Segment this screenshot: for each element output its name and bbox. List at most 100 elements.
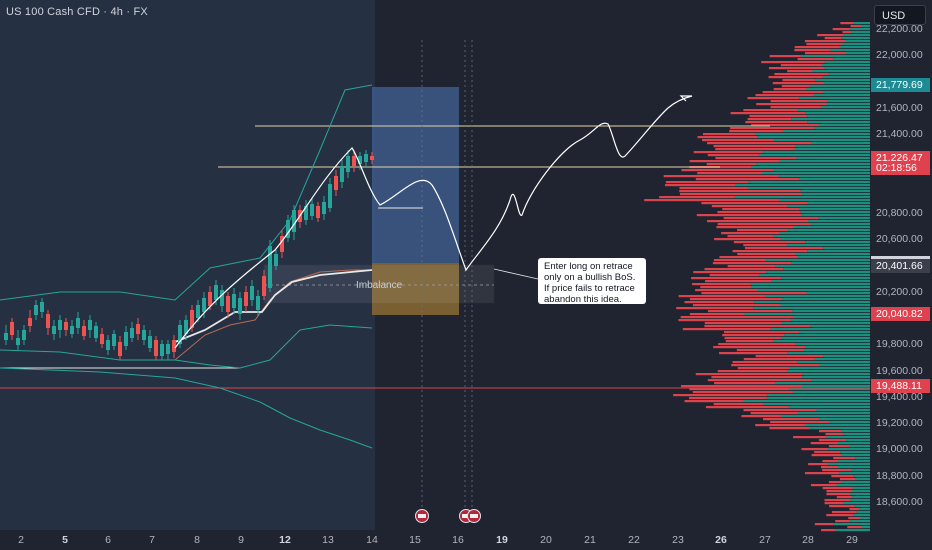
bollinger-upper-band — [0, 84, 373, 301]
time-axis-label: 8 — [194, 534, 200, 546]
volume-profile-bar-sell — [713, 403, 764, 406]
candle-up — [346, 156, 350, 172]
candle-up — [358, 156, 362, 164]
price-axis-label: 19,800.00 — [876, 338, 923, 351]
volume-profile-bar-sell — [768, 76, 823, 79]
volume-profile-bar-buy — [800, 55, 870, 58]
volume-profile-bar-sell — [842, 31, 852, 34]
volume-profile-bar-sell — [773, 88, 807, 91]
volume-profile-bar-buy — [747, 187, 870, 190]
volume-profile-bar-sell — [673, 394, 768, 397]
volume-profile-bar-buy — [855, 478, 870, 481]
volume-profile-bar-buy — [807, 121, 870, 124]
volume-profile-bar-buy — [748, 181, 870, 184]
volume-profile-bar-sell — [732, 361, 798, 364]
volume-profile-bar-buy — [846, 439, 870, 442]
volume-profile-bar-sell — [678, 319, 792, 322]
volume-profile-bar-sell — [769, 55, 801, 58]
volume-profile-bar-sell — [822, 487, 853, 490]
volume-profile-bar-buy — [837, 442, 870, 445]
volume-profile-bar-sell — [727, 265, 776, 268]
volume-profile-bar-buy — [850, 28, 870, 31]
volume-profile-bar-sell — [721, 232, 780, 235]
volume-profile-bar-sell — [762, 418, 820, 421]
volume-profile-bar-buy — [805, 346, 870, 349]
volume-profile-bar-sell — [794, 46, 840, 49]
volume-profile-bar-buy — [839, 46, 870, 49]
volume-profile-bar-buy — [851, 469, 870, 472]
volume-profile-bar-buy — [850, 499, 870, 502]
candle-up — [304, 206, 308, 220]
volume-profile-bar-sell — [729, 130, 783, 133]
candle-up — [70, 326, 74, 334]
price-axis-label: 18,600.00 — [876, 496, 923, 508]
currency-button[interactable]: USD — [874, 5, 926, 25]
volume-profile-bar-buy — [849, 445, 870, 448]
volume-profile-bar-sell — [732, 250, 808, 253]
volume-profile-bar-buy — [851, 31, 870, 34]
candle-up — [76, 318, 80, 328]
volume-profile-bar-sell — [725, 340, 774, 343]
price-axis-label: 20,600.00 — [876, 233, 923, 246]
candle-up — [142, 330, 146, 340]
volume-profile-bar-buy — [801, 214, 870, 217]
volume-profile-bar-buy — [786, 244, 870, 247]
volume-profile-bar-sell — [712, 262, 792, 265]
time-axis-label: 7 — [149, 534, 155, 546]
volume-profile-bar-buy — [833, 523, 870, 526]
volume-profile-bar-buy — [787, 205, 870, 208]
volume-profile-bar-buy — [802, 376, 870, 379]
volume-profile-bar-sell — [682, 328, 771, 331]
volume-profile-bar-sell — [680, 193, 803, 196]
candle-up — [106, 340, 110, 350]
volume-profile-bar-sell — [695, 289, 759, 292]
volume-profile-bar-sell — [829, 505, 855, 508]
volume-profile-bar-buy — [810, 85, 870, 88]
volume-profile-bar-buy — [759, 274, 870, 277]
candle-up — [166, 344, 170, 354]
volume-profile-bar-sell — [832, 28, 851, 31]
volume-profile-bar-buy — [773, 235, 870, 238]
candle-up — [88, 320, 92, 330]
volume-profile-bar-buy — [813, 94, 870, 97]
volume-profile-bar-sell — [743, 409, 817, 412]
volume-profile-bar-buy — [861, 25, 870, 28]
volume-profile-bar-buy — [818, 124, 870, 127]
volume-profile-bar-sell — [818, 439, 847, 442]
candle-down — [280, 236, 284, 252]
volume-profile-bar-buy — [800, 190, 870, 193]
us-event-flag-icon[interactable] — [415, 509, 429, 523]
candle-down — [118, 342, 122, 356]
annotation-note[interactable]: Enter long on retrace only on a bullish … — [538, 258, 646, 305]
volume-profile-bar-sell — [774, 73, 829, 76]
volume-profile-bar-sell — [828, 445, 850, 448]
volume-profile-bar-sell — [755, 355, 824, 358]
volume-profile-bar-buy — [808, 220, 870, 223]
volume-profile-bar-buy — [852, 487, 870, 490]
volume-profile-bar-sell — [691, 277, 782, 280]
volume-profile-bar-buy — [789, 388, 870, 391]
volume-profile-bar-buy — [754, 133, 870, 136]
volume-profile-bar-buy — [842, 43, 870, 46]
volume-profile-bar-sell — [833, 457, 856, 460]
candle-down — [82, 326, 86, 336]
us-event-flag-icon[interactable] — [467, 509, 481, 523]
volume-profile-bar-buy — [791, 262, 870, 265]
volume-profile-bar-buy — [781, 277, 870, 280]
volume-profile-bar-buy — [797, 109, 870, 112]
volume-profile-bar-buy — [765, 259, 870, 262]
bollinger-middle-band — [0, 324, 373, 369]
candle-down — [370, 156, 374, 160]
price-axis-label: 20,200.00 — [876, 285, 923, 298]
volume-profile-bar-buy — [841, 481, 870, 484]
volume-profile-bar-sell — [692, 283, 751, 286]
imbalance-zone — [263, 264, 495, 304]
volume-profile-bar-buy — [841, 37, 870, 40]
volume-profile-bar-sell — [761, 61, 825, 64]
price-axis-label: 22,200.00 — [876, 23, 923, 35]
candle-up — [292, 210, 296, 232]
volume-profile-bar-sell — [768, 67, 825, 70]
volume-profile-bar-buy — [819, 418, 870, 421]
